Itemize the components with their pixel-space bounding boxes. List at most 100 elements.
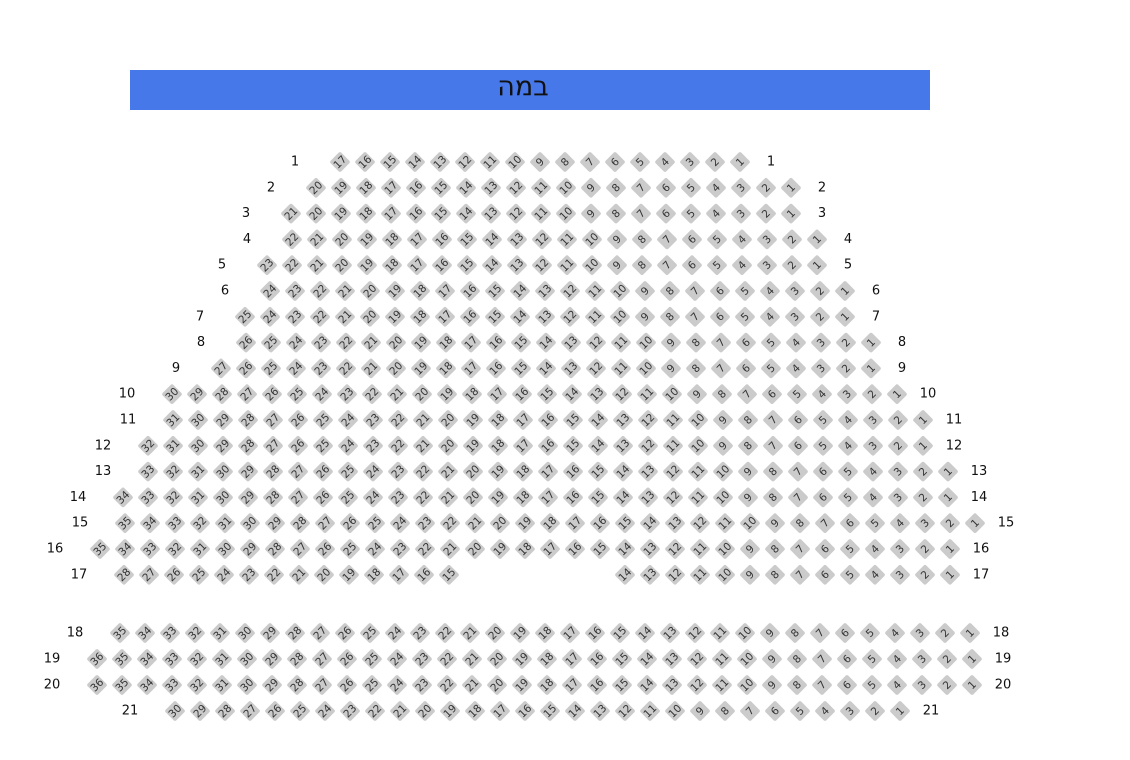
- seat-shape[interactable]: [189, 538, 210, 559]
- seat-number[interactable]: 17: [408, 231, 426, 249]
- seat-shape[interactable]: [609, 622, 630, 643]
- seat-shape[interactable]: [581, 229, 602, 250]
- seat-shape[interactable]: [914, 564, 935, 585]
- seat-shape[interactable]: [809, 280, 830, 301]
- seat-shape[interactable]: [138, 564, 159, 585]
- seat-shape[interactable]: [389, 513, 410, 534]
- seat[interactable]: 34: [139, 513, 160, 534]
- seat-shape[interactable]: [837, 435, 858, 456]
- seat-shape[interactable]: [637, 435, 658, 456]
- seat[interactable]: 19: [356, 255, 377, 276]
- seat[interactable]: 9: [764, 513, 785, 534]
- seat[interactable]: 9: [660, 358, 681, 379]
- seat[interactable]: 6: [735, 332, 756, 353]
- seat-number[interactable]: 20: [387, 360, 405, 378]
- seat[interactable]: 6: [681, 229, 702, 250]
- seat[interactable]: 34: [114, 538, 135, 559]
- seat[interactable]: 29: [189, 700, 210, 721]
- seat-shape[interactable]: [681, 255, 702, 276]
- seat[interactable]: 18: [435, 332, 456, 353]
- seat-number[interactable]: 19: [489, 489, 507, 507]
- seat[interactable]: 3: [730, 203, 751, 224]
- seat-shape[interactable]: [560, 358, 581, 379]
- seat-shape[interactable]: [439, 700, 460, 721]
- seat[interactable]: 33: [137, 461, 158, 482]
- seat[interactable]: 18: [487, 435, 508, 456]
- seat[interactable]: 20: [331, 229, 352, 250]
- seat-number[interactable]: 11: [532, 179, 550, 197]
- seat-shape[interactable]: [281, 255, 302, 276]
- seat-number[interactable]: 17: [491, 702, 509, 720]
- seat[interactable]: 25: [337, 487, 358, 508]
- seat-shape[interactable]: [259, 306, 280, 327]
- seat[interactable]: 8: [659, 306, 680, 327]
- seat[interactable]: 21: [288, 564, 309, 585]
- seat-number[interactable]: 18: [365, 566, 383, 584]
- seat-shape[interactable]: [184, 622, 205, 643]
- seat-number[interactable]: 14: [589, 411, 607, 429]
- seat-shape[interactable]: [434, 280, 455, 301]
- seat[interactable]: 28: [262, 461, 283, 482]
- seat-shape[interactable]: [812, 409, 833, 430]
- seat-shape[interactable]: [656, 229, 677, 250]
- seat[interactable]: 10: [555, 203, 576, 224]
- seat[interactable]: 2: [912, 461, 933, 482]
- seat-shape[interactable]: [685, 358, 706, 379]
- seat[interactable]: 4: [837, 435, 858, 456]
- seat[interactable]: 8: [631, 229, 652, 250]
- seat[interactable]: 2: [914, 538, 935, 559]
- seat-number[interactable]: 18: [466, 702, 484, 720]
- seat-number[interactable]: 24: [261, 308, 279, 326]
- seat-shape[interactable]: [711, 384, 732, 405]
- seat-number[interactable]: 14: [616, 566, 634, 584]
- seat[interactable]: 29: [186, 384, 207, 405]
- seat[interactable]: 4: [654, 151, 675, 172]
- seat[interactable]: 3: [836, 384, 857, 405]
- seat-shape[interactable]: [456, 255, 477, 276]
- seat-shape[interactable]: [714, 700, 735, 721]
- seat[interactable]: 17: [537, 461, 558, 482]
- seat[interactable]: 1: [834, 306, 855, 327]
- seat[interactable]: 8: [659, 280, 680, 301]
- seat-shape[interactable]: [761, 648, 782, 669]
- seat[interactable]: 8: [685, 332, 706, 353]
- seat-number[interactable]: 19: [358, 231, 376, 249]
- seat-number[interactable]: 24: [388, 676, 406, 694]
- seat[interactable]: 19: [462, 435, 483, 456]
- seat-number[interactable]: 15: [512, 360, 530, 378]
- seat[interactable]: 1: [959, 622, 980, 643]
- seat-number[interactable]: 23: [286, 308, 304, 326]
- seat-number[interactable]: 20: [464, 463, 482, 481]
- seat-number[interactable]: 33: [163, 676, 181, 694]
- seat[interactable]: 20: [411, 384, 432, 405]
- seat-shape[interactable]: [381, 229, 402, 250]
- seat-shape[interactable]: [539, 538, 560, 559]
- seat-number[interactable]: 25: [361, 624, 379, 642]
- seat[interactable]: 4: [785, 332, 806, 353]
- seat-shape[interactable]: [464, 538, 485, 559]
- seat[interactable]: 24: [337, 435, 358, 456]
- seat[interactable]: 27: [314, 513, 335, 534]
- seat-shape[interactable]: [405, 177, 426, 198]
- seat[interactable]: 16: [514, 700, 535, 721]
- seat[interactable]: 30: [212, 461, 233, 482]
- seat-shape[interactable]: [386, 648, 407, 669]
- seat-shape[interactable]: [839, 700, 860, 721]
- seat-number[interactable]: 23: [413, 650, 431, 668]
- seat-number[interactable]: 26: [289, 411, 307, 429]
- seat-number[interactable]: 22: [283, 257, 301, 275]
- seat-shape[interactable]: [810, 332, 831, 353]
- seat-number[interactable]: 35: [113, 676, 131, 694]
- seat-number[interactable]: 24: [391, 514, 409, 532]
- seat-number[interactable]: 14: [641, 514, 659, 532]
- seat-number[interactable]: 33: [141, 540, 159, 558]
- seat-shape[interactable]: [581, 255, 602, 276]
- seat-number[interactable]: 26: [266, 702, 284, 720]
- seat-shape[interactable]: [314, 700, 335, 721]
- seat-number[interactable]: 15: [432, 205, 450, 223]
- seat[interactable]: 22: [439, 513, 460, 534]
- seat[interactable]: 33: [164, 513, 185, 534]
- seat-number[interactable]: 24: [364, 489, 382, 507]
- seat-shape[interactable]: [561, 674, 582, 695]
- seat-shape[interactable]: [260, 332, 281, 353]
